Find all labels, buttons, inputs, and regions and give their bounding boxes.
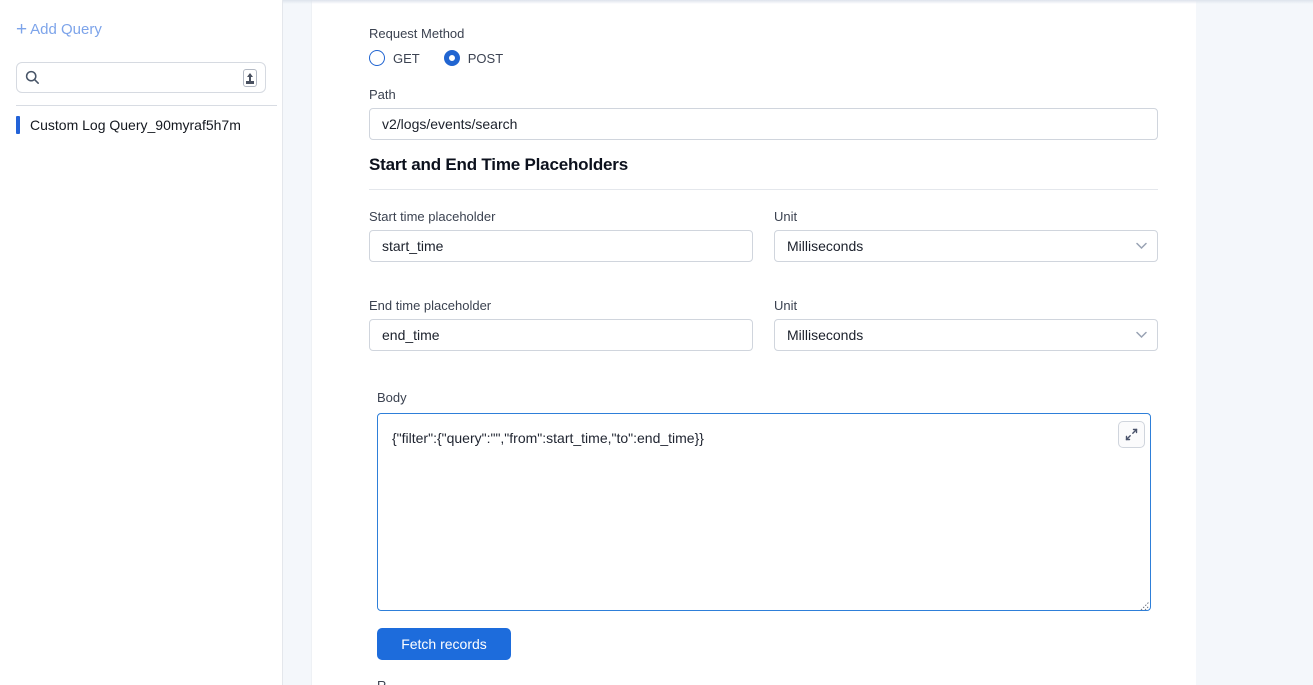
radio-post[interactable]: POST: [443, 50, 504, 66]
query-config-panel: Request Method GET POST Path Start and E…: [311, 0, 1196, 685]
add-query-button[interactable]: + Add Query: [16, 19, 102, 40]
query-list-item[interactable]: Custom Log Query_90myraf5h7m: [0, 112, 283, 138]
right-gutter: [1196, 0, 1313, 685]
radio-get-circle: [369, 50, 385, 66]
radio-post-label: POST: [467, 50, 504, 66]
path-input[interactable]: [369, 108, 1158, 140]
expand-button[interactable]: [1118, 421, 1145, 448]
left-gutter: [284, 0, 311, 685]
next-section-label-clipped: R: [377, 678, 386, 685]
radio-get[interactable]: GET: [369, 50, 420, 66]
chevron-down-icon: [1136, 242, 1147, 250]
start-unit-label: Unit: [774, 209, 798, 224]
end-time-input[interactable]: [369, 319, 753, 351]
end-unit-label: Unit: [774, 298, 798, 313]
start-time-input[interactable]: [369, 230, 753, 262]
section-title: Start and End Time Placeholders: [369, 155, 628, 174]
search-icon: [25, 70, 40, 85]
add-query-label: Add Query: [30, 21, 102, 38]
end-unit-value: Milliseconds: [787, 327, 864, 343]
plus-icon: +: [16, 19, 28, 40]
shortcut-key-icon: [243, 68, 257, 87]
start-time-label: Start time placeholder: [369, 209, 496, 224]
radio-get-label: GET: [393, 50, 420, 66]
body-editor: {"filter":{"query":"","from":start_time,…: [377, 413, 1151, 611]
chevron-down-icon: [1136, 331, 1147, 339]
body-textarea[interactable]: {"filter":{"query":"","from":start_time,…: [378, 414, 1150, 610]
search-input[interactable]: [46, 69, 243, 86]
query-sidebar: + Add Query Custom Log Query_90myraf5h7m: [0, 0, 283, 685]
end-time-label: End time placeholder: [369, 298, 492, 313]
section-divider: [369, 189, 1158, 190]
body-label: Body: [377, 390, 407, 405]
request-method-radio-group: GET POST: [369, 50, 503, 66]
fullscreen-icon: [1125, 428, 1138, 441]
query-search-box[interactable]: [16, 62, 266, 93]
sidebar-divider: [16, 105, 277, 106]
start-unit-select[interactable]: Milliseconds: [774, 230, 1158, 262]
request-method-label: Request Method: [369, 26, 465, 41]
start-unit-value: Milliseconds: [787, 238, 864, 254]
query-item-label: Custom Log Query_90myraf5h7m: [30, 117, 241, 133]
end-unit-select[interactable]: Milliseconds: [774, 319, 1158, 351]
fetch-records-button[interactable]: Fetch records: [377, 628, 511, 660]
active-indicator-bar: [16, 116, 20, 134]
resize-handle[interactable]: [1138, 598, 1150, 611]
radio-post-circle: [443, 50, 460, 66]
path-label: Path: [369, 87, 396, 102]
